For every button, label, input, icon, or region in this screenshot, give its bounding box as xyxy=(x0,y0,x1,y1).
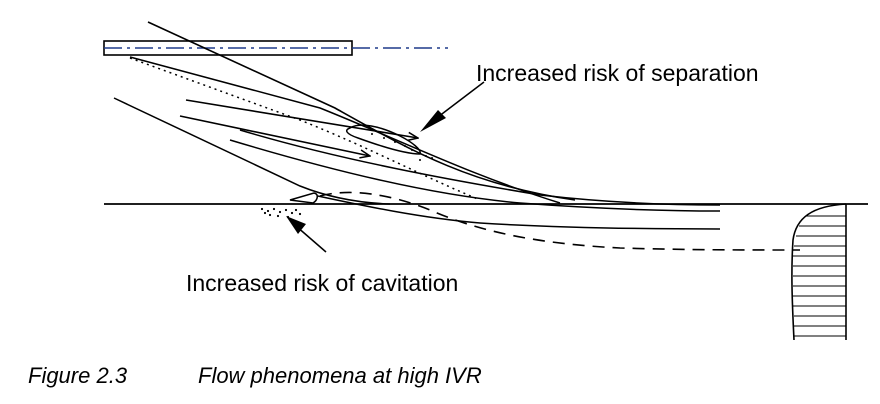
streamline-merge-1 xyxy=(229,139,721,212)
dotted-streamline xyxy=(129,57,481,201)
streamline-upper xyxy=(129,56,561,204)
separation-bubble xyxy=(345,124,421,155)
separation-dots xyxy=(371,133,433,161)
separation-pointer-line xyxy=(433,81,485,121)
upper-boundary-line xyxy=(147,21,576,201)
streamline-lower xyxy=(317,195,721,230)
cavitation-label: Increased risk of cavitation xyxy=(186,270,459,296)
dashed-trajectory xyxy=(319,191,801,251)
velocity-profile-arrows xyxy=(793,215,846,337)
separation-pointer-head xyxy=(420,110,446,132)
velocity-profile-curve xyxy=(791,203,847,341)
cavitation-pointer-line xyxy=(295,225,327,253)
figure-number: Figure 2.3 xyxy=(28,363,128,388)
figure-caption: Flow phenomena at high IVR xyxy=(198,363,482,388)
backflow-arrow-upper xyxy=(185,99,418,138)
backflow-arrow-lower xyxy=(179,115,370,156)
cavitation-pointer-head xyxy=(286,216,306,234)
blade-tip xyxy=(289,192,318,204)
cavitation-dots xyxy=(260,207,302,219)
separation-label: Increased risk of separation xyxy=(476,60,759,86)
